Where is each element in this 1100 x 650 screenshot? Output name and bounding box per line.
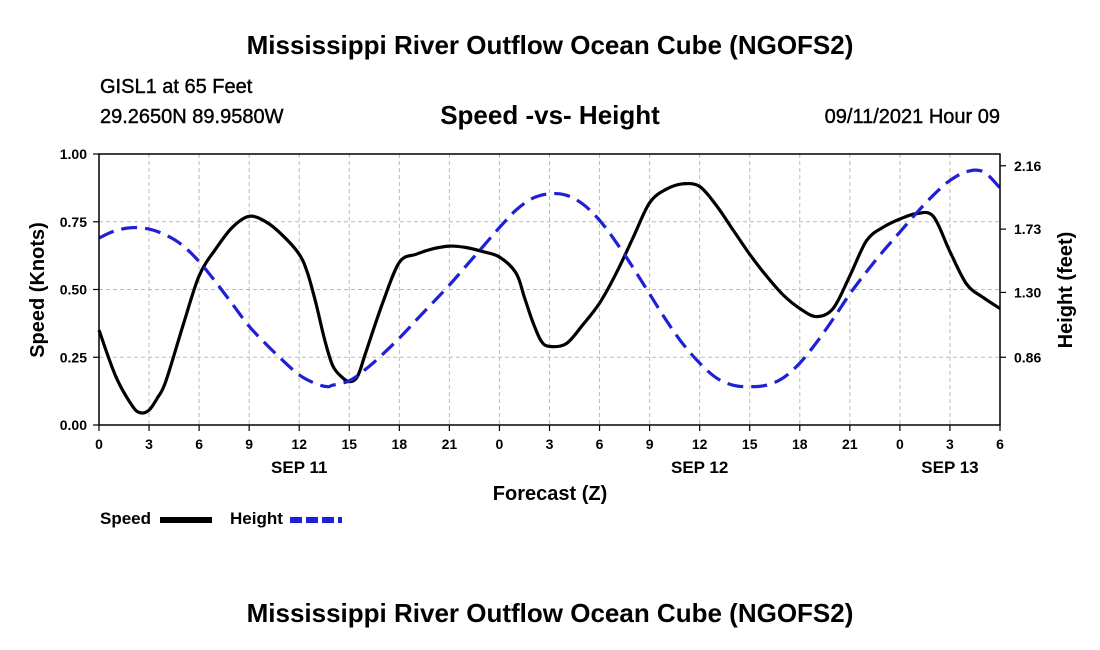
date-label: SEP 13 — [921, 458, 978, 477]
y-tick-label-left: 0.50 — [60, 282, 87, 298]
y-tick-label-right: 2.16 — [1014, 158, 1041, 174]
x-tick-label: 9 — [646, 436, 654, 452]
station-label: GISL1 at 65 Feet — [100, 76, 253, 98]
y-tick-label-left: 1.00 — [60, 146, 87, 162]
x-tick-label: 18 — [792, 436, 808, 452]
axis-ticks: 0 3 6 9 12 15 18 21 0 3 6 9 12 15 18 21 0 3 6 SEP 11 SEP 12 S… — [60, 146, 1042, 477]
x-tick-label: 3 — [946, 436, 954, 452]
series-line-speed — [97, 181, 1001, 415]
legend: Speed Height — [100, 509, 342, 528]
y-axis-title-left: Speed (Knots) — [27, 222, 49, 358]
x-tick-label: 0 — [496, 436, 504, 452]
x-tick-label: 9 — [245, 436, 253, 452]
x-tick-label: 3 — [546, 436, 554, 452]
x-tick-label: 12 — [291, 436, 307, 452]
x-tick-label: 6 — [996, 436, 1004, 452]
date-label: SEP 11 — [271, 458, 327, 477]
x-axis-title: Forecast (Z) — [493, 483, 607, 505]
y-tick-label-left: 0.75 — [60, 214, 87, 230]
x-tick-label: 0 — [896, 436, 904, 452]
x-tick-label: 18 — [392, 436, 408, 452]
date-label: SEP 12 — [671, 458, 728, 477]
forecast-datetime: 09/11/2021 Hour 09 — [824, 106, 1000, 128]
x-tick-label: 21 — [842, 436, 858, 452]
series-lines — [97, 168, 1002, 415]
y-tick-label-right: 1.73 — [1014, 221, 1041, 237]
x-tick-label: 21 — [442, 436, 458, 452]
x-tick-label: 3 — [145, 436, 153, 452]
x-tick-label: 12 — [692, 436, 708, 452]
x-tick-label: 6 — [596, 436, 604, 452]
x-tick-label: 15 — [341, 436, 357, 452]
chart-subtitle: Speed -vs- Height — [440, 100, 660, 130]
x-tick-label: 6 — [195, 436, 203, 452]
series-line-height — [98, 168, 1002, 389]
grid-lines — [99, 154, 1000, 425]
footer-title: Mississippi River Outflow Ocean Cube (NG… — [246, 598, 854, 628]
y-tick-label-left: 0.00 — [60, 417, 87, 433]
y-tick-label-left: 0.25 — [60, 349, 87, 365]
x-tick-label: 0 — [95, 436, 103, 452]
y-axis-title-right: Height (feet) — [1055, 232, 1077, 349]
legend-label-speed: Speed — [100, 509, 151, 528]
y-tick-label-right: 1.30 — [1014, 284, 1041, 300]
y-tick-label-right: 0.86 — [1014, 349, 1041, 365]
station-coordinates: 29.2650N 89.9580W — [100, 106, 284, 128]
legend-label-height: Height — [230, 509, 283, 528]
x-tick-label: 15 — [742, 436, 758, 452]
chart-title: Mississippi River Outflow Ocean Cube (NG… — [246, 30, 854, 60]
